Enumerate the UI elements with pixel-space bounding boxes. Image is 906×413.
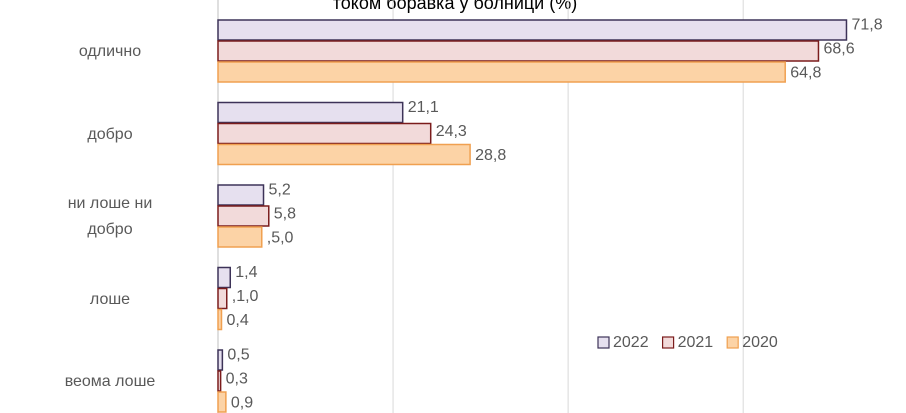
data-label: 0,9 [231, 395, 253, 412]
y-tick-label: веома лоше [64, 373, 156, 390]
bar [217, 349, 224, 371]
bar [217, 143, 471, 166]
bar [217, 19, 848, 41]
legend-label: 2022 [613, 334, 649, 351]
legend-swatch [661, 336, 675, 349]
data-label: 28,8 [475, 147, 506, 164]
bar [217, 122, 432, 145]
y-tick-label: ни лоше ни добро [67, 195, 153, 238]
bar [217, 391, 227, 413]
data-label: 5,8 [274, 206, 296, 223]
data-label: 5,2 [269, 182, 291, 199]
legend-label: 2021 [678, 334, 714, 351]
legend-swatch [726, 336, 739, 349]
legend-swatch [597, 336, 610, 349]
legend-label: 2020 [742, 334, 778, 351]
bar [217, 287, 228, 310]
bar [217, 61, 786, 83]
chart-title: током боравка у болници (%) [333, 0, 578, 13]
y-tick-label: лоше [89, 290, 131, 308]
data-label: 21,1 [408, 99, 439, 116]
bar [217, 370, 222, 392]
data-label: 0,5 [227, 347, 249, 364]
data-label: ,1,0 [232, 288, 259, 305]
data-label: 71,8 [851, 17, 882, 34]
bar [217, 266, 232, 289]
bar [217, 184, 265, 206]
bar [217, 205, 270, 227]
y-tick-label: одлично [78, 43, 142, 60]
data-label: 24,3 [436, 123, 467, 140]
bar [217, 226, 263, 248]
y-tick-label: добро [87, 125, 133, 143]
data-label: 1,4 [235, 264, 257, 281]
data-label: 68,6 [823, 41, 854, 58]
data-label: 64,8 [790, 65, 821, 82]
bar [217, 40, 820, 62]
data-label: 0,4 [227, 312, 249, 329]
data-label: 0,3 [226, 371, 248, 388]
data-label: ,5,0 [267, 230, 294, 247]
bar [217, 308, 223, 331]
bar [217, 101, 404, 124]
